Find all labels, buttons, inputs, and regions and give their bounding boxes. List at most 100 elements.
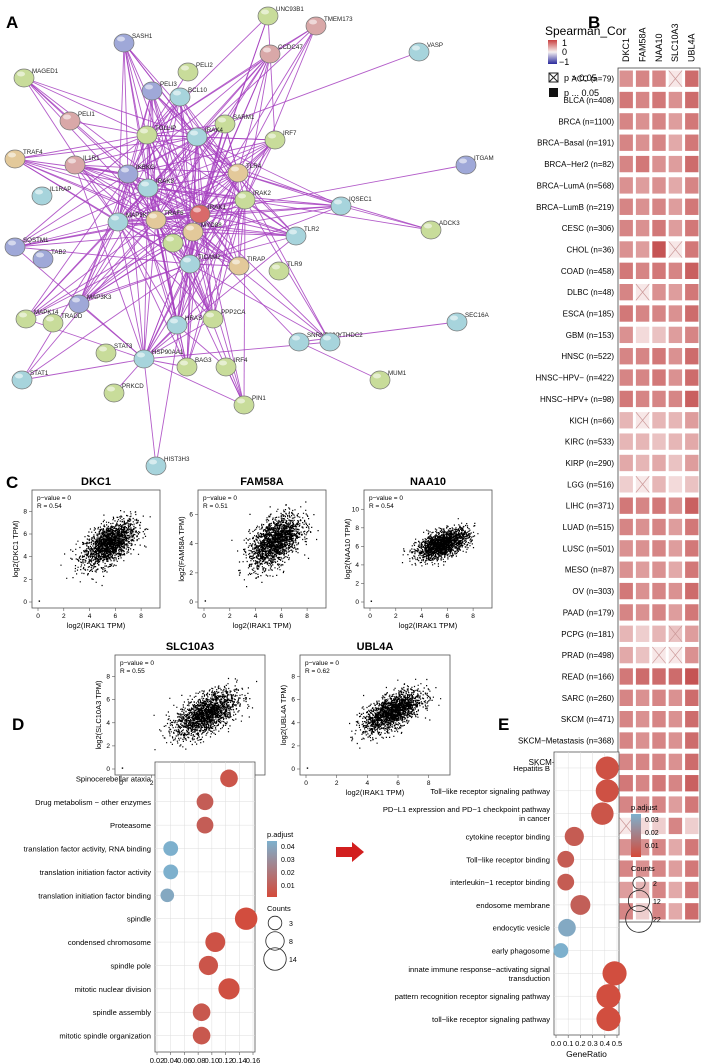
heatmap-cell [652, 860, 666, 877]
heatmap-col-label-naa10: NAA10 [654, 33, 664, 62]
node-circle [446, 312, 468, 332]
heatmap-cell [652, 262, 666, 279]
heatmap-cell [685, 412, 699, 429]
heatmap-cell [685, 903, 699, 920]
node-label: PELI1 [78, 111, 95, 118]
heatmap-cell-cross [635, 283, 650, 301]
node-circle [103, 383, 125, 403]
network-node-sarm1: SARM1 [214, 114, 255, 134]
scatter-xtick-label: 4 [420, 613, 424, 620]
network-edge [189, 136, 198, 265]
node-circle [330, 196, 352, 216]
node-label: CCDC47 [278, 44, 303, 51]
node-highlight [111, 215, 119, 221]
highlight-arrow-icon [336, 842, 364, 862]
heatmap-cell [619, 775, 633, 792]
node-highlight [261, 9, 269, 15]
heatmap-cell [685, 198, 699, 215]
network-edge [176, 199, 246, 326]
panel-label-b: B [588, 13, 600, 32]
scatter-annotation: p−value = 0 [120, 660, 154, 667]
scatter-ytick-label: 0 [23, 599, 27, 606]
network-edge [238, 199, 246, 267]
scatter-ytick-label: 10 [352, 506, 360, 513]
panel-label-c: C [6, 473, 18, 492]
network-node-il1rap: IL1RAP [31, 186, 71, 206]
heatmap-cell [619, 497, 633, 514]
network-edge [196, 136, 201, 215]
node-circle [59, 111, 81, 131]
node-highlight [107, 386, 115, 392]
dotplot-size-circle [627, 889, 651, 913]
node-highlight [140, 128, 148, 134]
network-node-prkcd: PRKCD [103, 383, 144, 403]
dotplot-dot [591, 802, 614, 825]
node-circle [176, 357, 198, 377]
network-edge [14, 187, 149, 248]
heatmap-cell [685, 689, 699, 706]
heatmap-row-label: LIHC (n=371) [566, 502, 615, 511]
dotplot-xtick-label: 0.14 [232, 1056, 247, 1063]
network-node-sec16a: SEC16A [446, 312, 490, 332]
dotplot-size-circle [263, 947, 287, 971]
node-label: PELI2 [196, 62, 213, 69]
heatmap-cell [635, 348, 650, 365]
heatmap-row-label: PRAD (n=498) [562, 651, 615, 660]
node-label: IRAK1 [208, 204, 226, 211]
heatmap-cell [619, 369, 633, 386]
dotplot-category-label: Drug metabolism − other enzymes [35, 798, 151, 807]
heatmap-cell [635, 753, 650, 771]
heatmap-row-label: KIRC (n=533) [565, 438, 614, 447]
heatmap-cell [668, 326, 683, 344]
network-edge [189, 263, 331, 343]
node-label: YTHDC2 [338, 332, 363, 339]
heatmap-cell [635, 518, 650, 536]
network-edge [146, 134, 297, 237]
network-node-peli2: PELI2 [177, 62, 213, 82]
dotplot-color-legend-title: p.adjust [267, 830, 294, 839]
network-edge [14, 158, 149, 189]
network-node-ythdc2: YTHDC2 [319, 332, 363, 352]
node-highlight [68, 158, 76, 164]
scatter-xtick-label: 6 [446, 613, 450, 620]
dotplot-xtick-label: 0.02 [150, 1056, 165, 1063]
heatmap-cell [619, 689, 633, 706]
scatter-ytick-label: 4 [355, 562, 359, 569]
network-nodes: UNC93B1 TMEM173 CCDC47 VASP SASH1 MAGED1 PELI2… [4, 6, 494, 476]
dotplot-color-legend-title: p.adjust [631, 803, 658, 812]
dotplot-dot [205, 932, 226, 953]
dotplot-size-circle [265, 931, 285, 951]
node-label: IL1R1 [83, 155, 100, 162]
node-highlight [237, 398, 245, 404]
dotplot-category-label: spindle assembly [93, 1008, 151, 1017]
node-highlight [323, 335, 331, 341]
heatmap-row-label: PCPG (n=181) [561, 630, 614, 639]
heatmap-row-label: MESO (n=87) [565, 566, 614, 575]
heatmap-cell [635, 668, 650, 685]
network-node-traf6: TRAF6 [145, 210, 184, 230]
network-node-irf4: IRF4 [215, 357, 248, 377]
heatmap-cell [652, 668, 666, 685]
dotplot-dot [557, 850, 575, 868]
heatmap-cell [685, 732, 699, 749]
heatmap-cell [619, 903, 633, 920]
heatmap-cell [668, 369, 683, 386]
node-label: HSP90AA1 [152, 349, 184, 356]
node-circle [420, 220, 442, 240]
network-edge [23, 77, 201, 215]
network-node-ikbkg: IKBKG [117, 164, 155, 184]
network-edge [196, 25, 317, 138]
node-highlight [17, 71, 25, 77]
network-node-traf4: TRAF4 [4, 149, 43, 169]
scatter-points [60, 510, 151, 587]
node-highlight [263, 47, 271, 53]
heatmap-row-label: LUAD (n=515) [563, 523, 615, 532]
heatmap-cell [668, 155, 683, 173]
node-highlight [99, 346, 107, 352]
network-edge [199, 25, 317, 215]
heatmap-cell [652, 454, 666, 472]
panel-label-d: D [12, 715, 24, 734]
network-edge [155, 219, 297, 237]
heatmap-row-label: LGG (n=516) [567, 480, 614, 489]
heatmap-cell [685, 775, 699, 792]
